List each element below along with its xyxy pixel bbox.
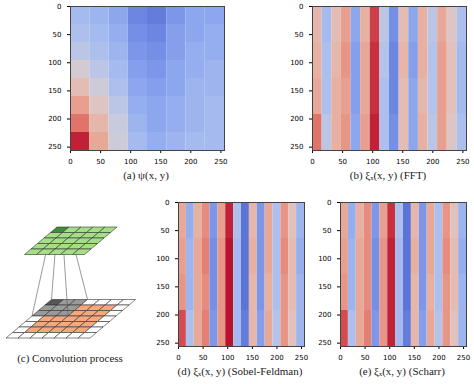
svg-text:250: 250 (295, 354, 308, 362)
svg-text:50: 50 (53, 31, 62, 39)
svg-text:50: 50 (323, 227, 332, 235)
html-text:(a) ψ(x, y): (a) ψ(x, y) (123, 169, 169, 181)
svg-text:0: 0 (338, 354, 342, 362)
html-text:(c) Convolution process: (c) Convolution process (17, 352, 123, 364)
svg-text:200: 200 (426, 158, 439, 166)
svg-text:250: 250 (48, 143, 61, 151)
svg-text:150: 150 (154, 158, 167, 166)
svg-text:150: 150 (246, 354, 259, 362)
svg-text:0: 0 (57, 3, 61, 11)
svg-text:250: 250 (156, 339, 169, 347)
svg-text:200: 200 (432, 354, 445, 362)
svg-text:100: 100 (48, 59, 61, 67)
svg-text:150: 150 (408, 354, 421, 362)
html-text:(d) ξₓ(x, y) (Sobel-Feldman): (d) ξₓ(x, y) (Sobel-Feldman) (177, 365, 303, 377)
svg-text:50: 50 (361, 354, 370, 362)
svg-text:250: 250 (318, 339, 331, 347)
svg-text:200: 200 (48, 115, 61, 123)
svg-text:0: 0 (165, 199, 169, 207)
svg-text:100: 100 (221, 354, 234, 362)
svg-text:50: 50 (96, 158, 105, 166)
svg-text:50: 50 (338, 158, 347, 166)
svg-text:100: 100 (124, 158, 137, 166)
svg-text:150: 150 (318, 283, 331, 291)
svg-text:200: 200 (270, 354, 283, 362)
svg-text:0: 0 (310, 158, 314, 166)
svg-text:0: 0 (176, 354, 180, 362)
svg-text:200: 200 (290, 115, 303, 123)
svg-text:0: 0 (327, 199, 331, 207)
svg-text:0: 0 (68, 158, 72, 166)
svg-text:200: 200 (318, 311, 331, 319)
svg-text:150: 150 (396, 158, 409, 166)
svg-text:100: 100 (318, 255, 331, 263)
svg-text:150: 150 (290, 87, 303, 95)
html-text:(b) ξₓ(x, y) (FFT): (b) ξₓ(x, y) (FFT) (349, 169, 427, 181)
svg-text:50: 50 (295, 31, 304, 39)
svg-text:250: 250 (214, 158, 227, 166)
svg-text:100: 100 (383, 354, 396, 362)
svg-text:200: 200 (184, 158, 197, 166)
svg-text:0: 0 (299, 3, 303, 11)
svg-text:100: 100 (366, 158, 379, 166)
svg-text:100: 100 (290, 59, 303, 67)
svg-text:200: 200 (156, 311, 169, 319)
svg-text:250: 250 (456, 158, 469, 166)
svg-text:150: 150 (156, 283, 169, 291)
svg-text:50: 50 (199, 354, 208, 362)
svg-text:250: 250 (290, 143, 303, 151)
svg-text:50: 50 (161, 227, 170, 235)
svg-text:150: 150 (48, 87, 61, 95)
svg-text:250: 250 (457, 354, 470, 362)
svg-text:100: 100 (156, 255, 169, 263)
html-text:(e) ξₓ(x, y) (Scharr): (e) ξₓ(x, y) (Scharr) (359, 365, 445, 377)
